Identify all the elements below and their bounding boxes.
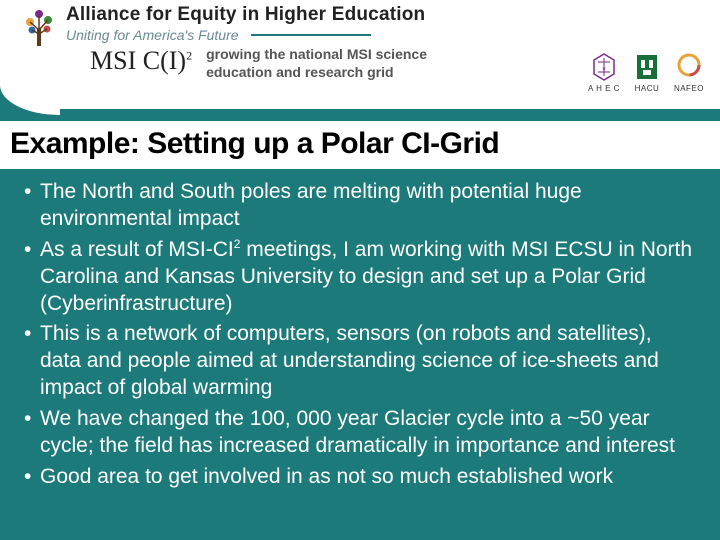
partner-logos: ★ A H E C HACU NAFEO [588, 52, 704, 93]
logo-hacu: HACU [634, 52, 660, 93]
bullet-item: • The North and South poles are melting … [40, 179, 694, 233]
bullet-text: This is a network of computers, sensors … [40, 321, 694, 402]
tagline: growing the national MSI science educati… [206, 46, 436, 81]
alliance-title: Alliance for Equity in Higher Education [66, 4, 700, 26]
bullet-item: • Good area to get involved in as not so… [40, 464, 694, 491]
accent-bar [60, 109, 720, 115]
bullet-dot-icon: • [24, 406, 40, 433]
bullet-text: We have changed the 100, 000 year Glacie… [40, 406, 694, 460]
title-bar: Example: Setting up a Polar CI-Grid [0, 121, 720, 169]
header-band: Alliance for Equity in Higher Education … [0, 0, 720, 115]
bullet-dot-icon: • [24, 321, 40, 348]
msi-text: MSI C(I) [90, 46, 186, 75]
bullet-dot-icon: • [24, 464, 40, 491]
logo-label: A H E C [588, 84, 620, 93]
msi-exponent: 2 [186, 48, 192, 62]
logo-label: HACU [635, 84, 660, 93]
slide-title: Example: Setting up a Polar CI-Grid [10, 127, 710, 161]
uniting-text: Uniting for America's Future [66, 27, 239, 43]
logo-ahec: ★ A H E C [588, 52, 620, 93]
bullet-text: Good area to get involved in as not so m… [40, 464, 694, 491]
body-area: • The North and South poles are melting … [0, 169, 720, 491]
svg-text:★: ★ [602, 66, 607, 72]
bullet-item: • This is a network of computers, sensor… [40, 321, 694, 402]
bullet-dot-icon: • [24, 237, 40, 264]
bullet-text: As a result of MSI-CI2 meetings, I am wo… [40, 237, 694, 318]
bullet-text: The North and South poles are melting wi… [40, 179, 694, 233]
uniting-subtitle: Uniting for America's Future [66, 27, 700, 43]
bullet-item: • We have changed the 100, 000 year Glac… [40, 406, 694, 460]
divider-line [251, 34, 371, 36]
tree-logo-icon [18, 6, 60, 48]
bullet-dot-icon: • [24, 179, 40, 206]
logo-label: NAFEO [674, 84, 704, 93]
logo-nafeo: NAFEO [674, 52, 704, 93]
bullet-item: • As a result of MSI-CI2 meetings, I am … [40, 237, 694, 318]
msi-label: MSI C(I)2 [90, 46, 192, 76]
